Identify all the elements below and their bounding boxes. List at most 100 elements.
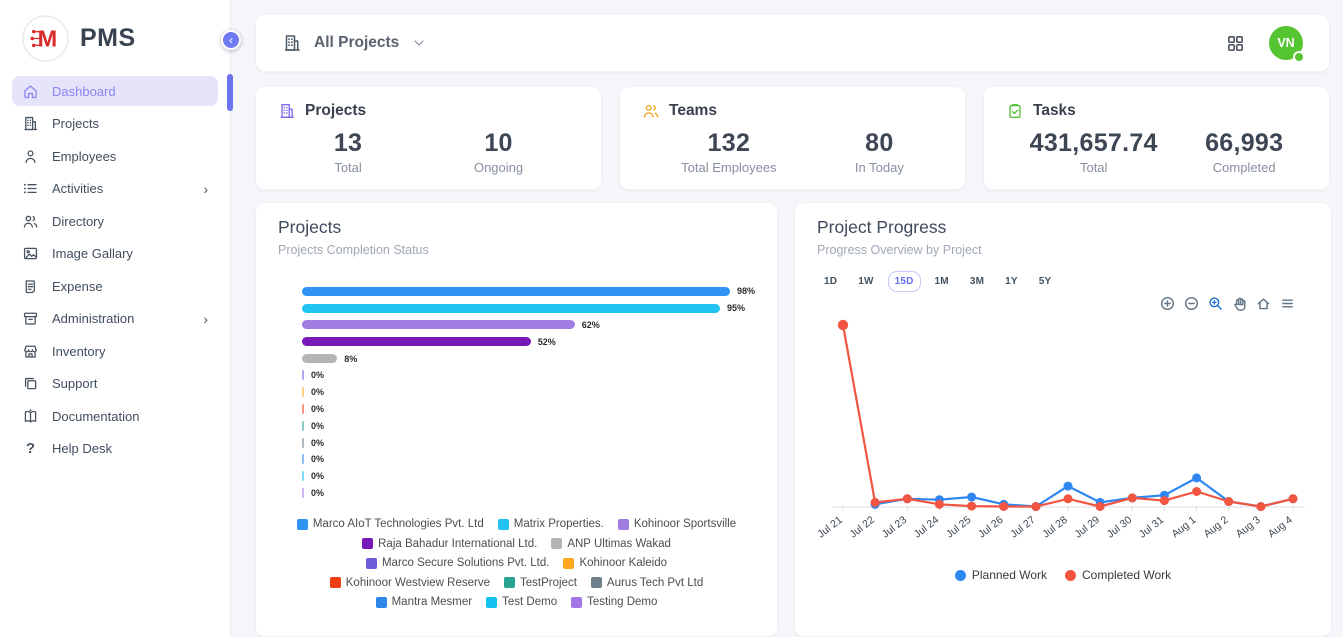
sidebar-item-projects[interactable]: Projects [12, 109, 218, 139]
legend-item-raja-bahadur-international-ltd[interactable]: Raja Bahadur International Ltd. [362, 538, 537, 550]
sidebar-item-label: Help Desk [52, 441, 112, 456]
legend-label: Testing Demo [587, 596, 658, 609]
legend-label: Kohinoor Sportsville [633, 518, 737, 531]
projects-completion-card: Projects Projects Completion Status 98% 9… [255, 202, 778, 637]
stat-metrics: 13 Total 10 Ongoing [278, 129, 579, 175]
sidebar-collapse-button[interactable]: ‹ [221, 30, 241, 50]
bar [302, 471, 304, 482]
bar-value-label: 0% [311, 437, 325, 448]
bar [302, 320, 575, 330]
people-icon [22, 213, 39, 230]
data-point [967, 501, 977, 511]
metric-value: 13 [333, 129, 363, 157]
sidebar-item-administration[interactable]: Administration › [12, 304, 218, 334]
bar-row: 62% [302, 317, 755, 334]
buildings-icon [282, 33, 302, 53]
sidebar-item-documentation[interactable]: Documentation [12, 401, 218, 431]
legend-label: Matrix Properties. [513, 518, 604, 531]
person-icon [22, 148, 39, 165]
legend-item-kohinoor-kaleido[interactable]: Kohinoor Kaleido [563, 557, 667, 569]
apps-grid-icon[interactable] [1226, 34, 1245, 53]
legend-swatch [563, 557, 575, 569]
user-avatar[interactable]: VN [1269, 26, 1305, 63]
svg-text:M: M [38, 25, 58, 51]
topbar-actions: VN [1226, 26, 1305, 63]
legend-item-matrix-properties[interactable]: Matrix Properties. [497, 518, 604, 531]
sidebar-item-expense[interactable]: Expense [12, 271, 218, 301]
zoom-icon[interactable] [1208, 296, 1223, 311]
archive-icon [22, 310, 39, 327]
sidebar-item-help-desk[interactable]: ? Help Desk [12, 434, 218, 464]
active-item-indicator [227, 74, 233, 111]
data-point [1063, 494, 1073, 504]
legend-label: Aurus Tech Pvt Ltd [606, 576, 704, 589]
legend-item-testproject[interactable]: TestProject [504, 577, 577, 589]
range-button-1m[interactable]: 1M [928, 271, 956, 292]
legend-item-marco-aiot-technologies-pvt-ltd[interactable]: Marco AIoT Technologies Pvt. Ltd [296, 518, 484, 530]
legend-label: ANP Ultimas Wakad [567, 537, 671, 550]
x-tick-label: Aug 3 [1234, 514, 1263, 540]
legend-item-kohinoor-sportsville[interactable]: Kohinoor Sportsville [617, 518, 737, 531]
bar-row: 8% [302, 350, 755, 367]
data-point [902, 494, 912, 504]
sidebar-item-activities[interactable]: Activities › [12, 174, 218, 204]
range-button-1y[interactable]: 1Y [998, 271, 1025, 292]
chevron-right-icon: › [203, 180, 208, 197]
metric-total-employees: 132 Total Employees [681, 129, 776, 175]
zoom-in-icon[interactable] [1160, 296, 1175, 311]
sidebar-item-dashboard[interactable]: Dashboard [12, 76, 218, 106]
sidebar-item-support[interactable]: Support [12, 369, 218, 399]
legend-item-marco-secure-solutions-pvt-ltd[interactable]: Marco Secure Solutions Pvt. Ltd. [365, 557, 549, 569]
sidebar-item-label: Documentation [52, 408, 140, 424]
range-button-1d[interactable]: 1D [817, 271, 844, 292]
sidebar-item-label: Dashboard [52, 83, 116, 99]
metric-value: 132 [707, 129, 751, 157]
stat-metrics: 132 Total Employees 80 In Today [642, 129, 943, 175]
project-filter-label: All Projects [314, 34, 400, 51]
bar-value-label: 52% [537, 336, 556, 347]
legend-swatch [497, 518, 509, 530]
bar-row: 0% [302, 367, 755, 384]
range-button-15d[interactable]: 15D [887, 271, 921, 292]
menu-icon[interactable] [1280, 296, 1295, 311]
x-tick-label: Jul 29 [1072, 514, 1102, 541]
metric-total: 431,657.74 Total [1030, 129, 1158, 175]
book-icon [22, 408, 39, 425]
bar-row: 98% [302, 283, 755, 300]
completion-bar-chart: 98% 95% 62% 52% 8% 0% 0% 0% 0% 0% 0% 0% 0% [302, 283, 755, 501]
legend-item-test-demo[interactable]: Test Demo [486, 596, 557, 608]
chevron-right-icon: › [203, 310, 208, 327]
chart-title: Project Progress [817, 217, 947, 237]
pan-icon[interactable] [1232, 296, 1247, 311]
question-icon: ? [25, 440, 36, 457]
bar-value-label: 8% [344, 353, 358, 364]
range-button-5y[interactable]: 5Y [1032, 271, 1059, 292]
legend-item-anp-ultimas-wakad[interactable]: ANP Ultimas Wakad [551, 538, 671, 550]
topbar: All Projects VN [255, 14, 1330, 72]
stat-card-projects: Projects 13 Total 10 Ongoing [255, 86, 602, 190]
legend-swatch [617, 518, 629, 530]
legend-item-aurus-tech-pvt-ltd[interactable]: Aurus Tech Pvt Ltd [590, 576, 704, 589]
stat-card-teams: Teams 132 Total Employees 80 In Today [619, 86, 966, 190]
legend-item-testing-demo[interactable]: Testing Demo [571, 596, 657, 608]
sidebar-item-label: Inventory [52, 343, 106, 359]
sidebar-item-employees[interactable]: Employees [12, 141, 218, 171]
chevron-down-icon [411, 35, 427, 51]
legend-item-planned-work[interactable]: Planned Work [954, 568, 1047, 582]
zoom-out-icon[interactable] [1184, 296, 1199, 311]
range-button-1w[interactable]: 1W [851, 271, 880, 292]
legend-item-kohinoor-westview-reserve[interactable]: Kohinoor Westview Reserve [329, 577, 490, 589]
range-button-3m[interactable]: 3M [963, 271, 991, 292]
project-filter-dropdown[interactable]: All Projects [282, 33, 427, 53]
legend-label: Kohinoor Kaleido [579, 557, 668, 570]
bar [302, 487, 304, 498]
sidebar-item-inventory[interactable]: Inventory [12, 336, 218, 366]
legend-item-mantra-mesmer[interactable]: Mantra Mesmer [375, 596, 472, 608]
sidebar-item-image-gallary[interactable]: Image Gallary [12, 239, 218, 269]
bar-value-label: 0% [311, 370, 325, 381]
sidebar-item-directory[interactable]: Directory [12, 206, 218, 236]
home-icon[interactable] [1256, 296, 1271, 311]
legend-swatch [590, 577, 602, 589]
bar [302, 370, 304, 381]
legend-item-completed-work[interactable]: Completed Work [1065, 568, 1171, 582]
